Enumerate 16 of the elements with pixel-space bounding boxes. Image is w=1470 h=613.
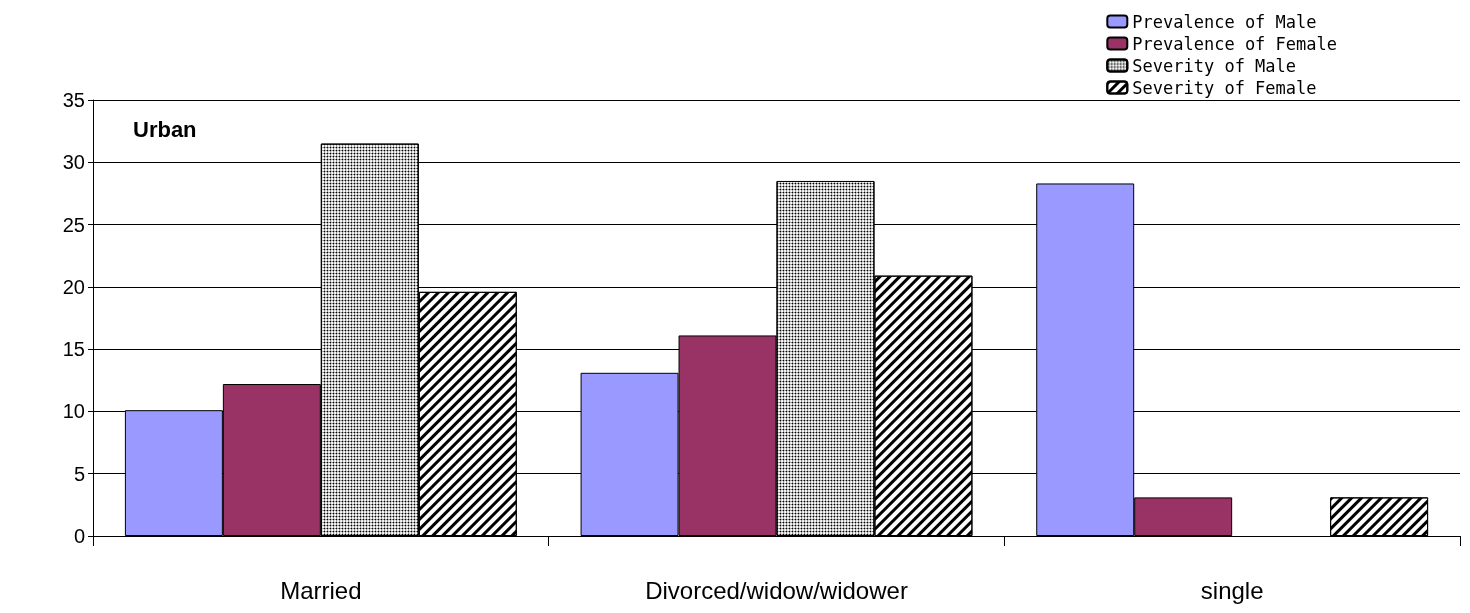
x-tick-label: Married <box>280 576 362 604</box>
legend-label: Severity of Female <box>1132 77 1317 98</box>
y-tick-label: 10 <box>62 400 85 423</box>
y-tick-label: 30 <box>62 151 85 174</box>
legend-label: Prevalence of Male <box>1132 11 1317 32</box>
annotation: Urban <box>133 116 197 142</box>
y-tick-label: 15 <box>62 338 85 361</box>
y-tick-label: 20 <box>62 275 85 298</box>
x-tick-label: single <box>1200 576 1264 604</box>
y-tick-label: 35 <box>62 89 85 111</box>
y-tick-label: 0 <box>73 525 85 547</box>
y-tick-label: 5 <box>73 462 85 485</box>
legend-label: Prevalence of Female <box>1132 33 1338 54</box>
x-tick-label: Divorced/widow/widower <box>645 576 908 604</box>
y-tick-label: 25 <box>62 213 85 236</box>
legend-label: Severity of Male <box>1132 55 1297 76</box>
